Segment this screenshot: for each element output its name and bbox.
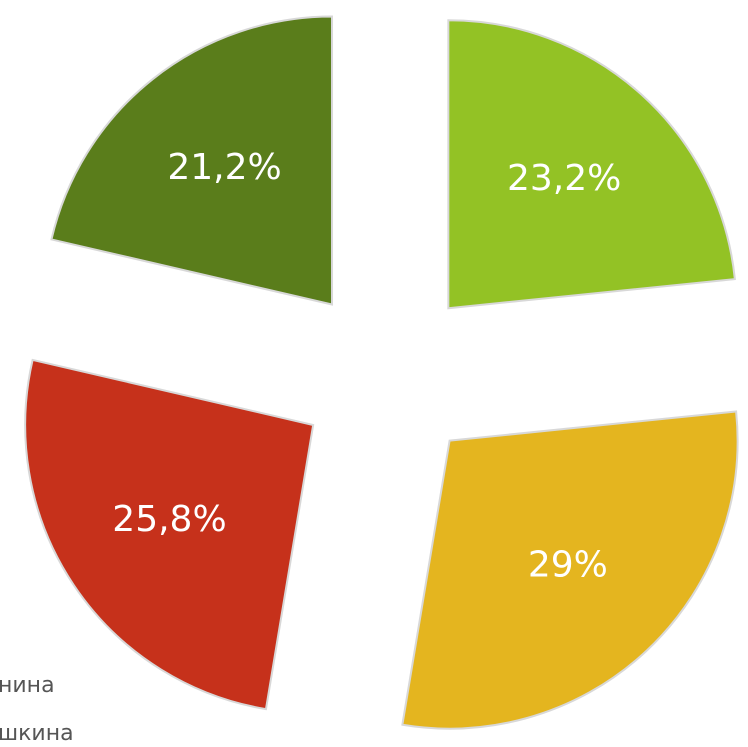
data-label: 25,8%: [112, 499, 226, 540]
legend-fragment: шкина: [0, 721, 74, 746]
legend-fragment: нина: [0, 673, 55, 698]
pie-slice: [447, 19, 736, 310]
data-label: 21,2%: [167, 147, 281, 188]
pie-slice: [401, 410, 739, 730]
pie-slice: [24, 358, 315, 711]
data-label: 29%: [528, 545, 608, 586]
pie-slice: [50, 15, 334, 306]
data-label: 23,2%: [507, 158, 621, 199]
